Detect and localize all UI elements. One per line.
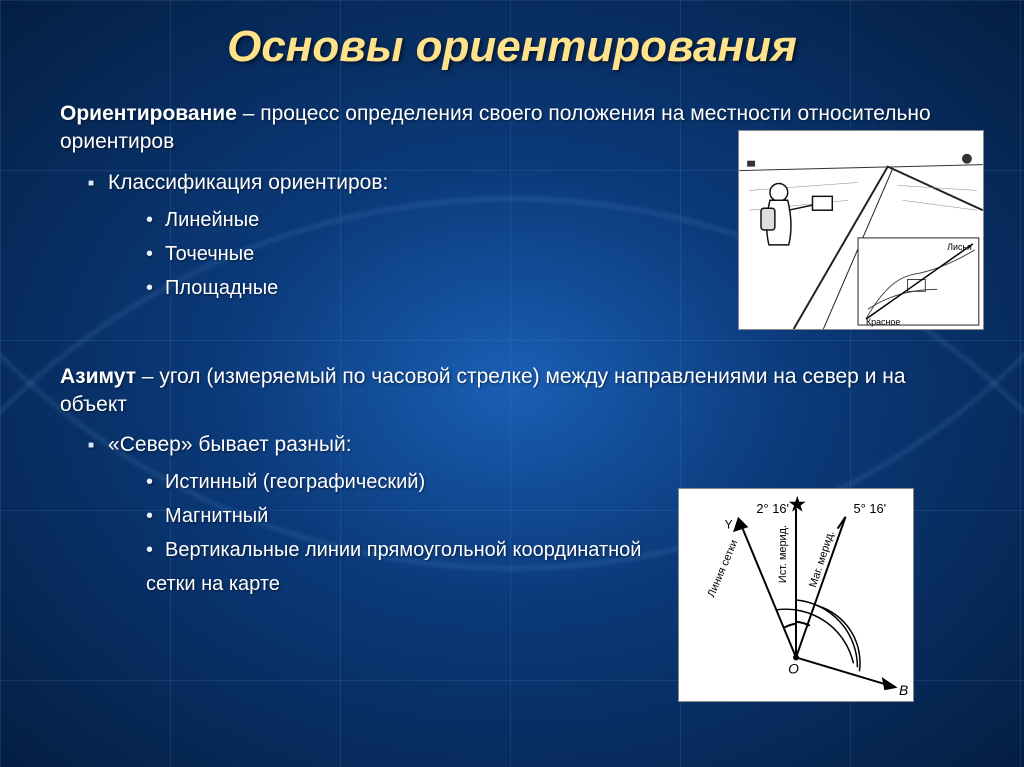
end-label: B — [899, 682, 908, 698]
svg-text:Y: Y — [725, 518, 733, 532]
figure-azimuth-diagram: ★ 2° 16' 5° 16' Y Линия сетки Ист. мерид… — [678, 488, 914, 702]
definition-text-2: – угол (измеряемый по часовой стрелке) м… — [60, 365, 906, 416]
definition-azimuth: Азимут – угол (измеряемый по часовой стр… — [60, 363, 964, 420]
angle-label-2: 5° 16' — [853, 501, 886, 516]
list-item: Вертикальные линии прямоугольной координ… — [146, 533, 648, 601]
north-list: Истинный (географический) Магнитный Верт… — [146, 465, 648, 601]
svg-text:★: ★ — [791, 496, 803, 512]
line-label-true: Ист. мерид. — [777, 525, 789, 583]
slide-title: Основы ориентирования — [0, 0, 1024, 72]
list-item: Истинный (географический) — [146, 465, 648, 499]
definition-term-2: Азимут — [60, 365, 136, 388]
origin-label: O — [788, 660, 799, 676]
figure-landscape-map: Лисья Красное — [738, 130, 984, 330]
definition-term-1: Ориентирование — [60, 102, 237, 125]
fig1-label-bottom: Красное — [866, 317, 900, 327]
north-heading: «Север» бывает разный: — [88, 433, 648, 457]
section-north: «Север» бывает разный: Истинный (географ… — [88, 433, 648, 601]
angle-label-1: 2° 16' — [756, 501, 789, 516]
list-item: Магнитный — [146, 499, 648, 533]
fig1-label-top: Лисья — [947, 242, 972, 252]
